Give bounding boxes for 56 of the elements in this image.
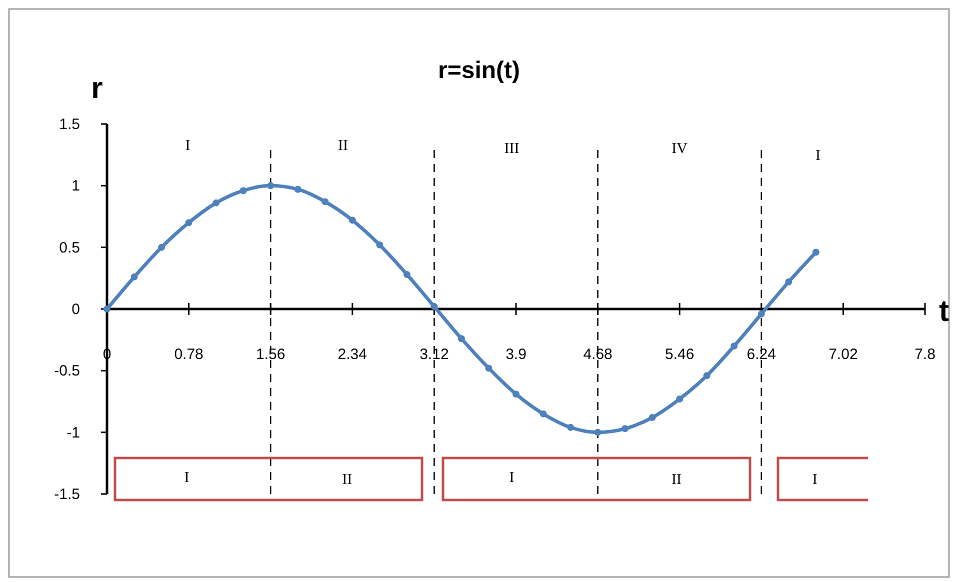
x-tick-label: 7.02: [828, 346, 858, 363]
y-tick-label: -1.5: [54, 486, 80, 503]
x-tick-label: 5.46: [665, 346, 694, 363]
point: [348, 216, 356, 224]
point: [676, 396, 684, 403]
y-axis-title: r: [91, 72, 104, 105]
point: [785, 278, 792, 286]
point: [758, 310, 765, 318]
point: [376, 241, 384, 248]
y-tick-label: 1: [72, 178, 80, 195]
point: [540, 410, 547, 418]
x-tick-label: 2.34: [338, 346, 367, 363]
point: [294, 186, 302, 193]
annotation: I: [812, 472, 818, 488]
annotation: II: [342, 472, 352, 488]
annotation: III: [504, 141, 520, 157]
point: [648, 414, 656, 422]
annotation: I: [509, 470, 514, 486]
x-tick-label: 4.68: [583, 346, 612, 363]
annotation: I: [185, 138, 190, 154]
y-tick-label: 0: [72, 301, 80, 318]
point: [730, 342, 738, 350]
y-tick-label: 0.5: [59, 239, 80, 256]
x-tick-label: 7.8: [914, 346, 936, 363]
annotation: I: [184, 470, 190, 486]
y-tick-label: -1: [66, 424, 80, 442]
point: [594, 428, 602, 436]
point: [240, 187, 247, 194]
x-tick-label: 3.12: [420, 346, 449, 363]
point: [267, 182, 274, 190]
x-tick-label: 3.9: [506, 346, 526, 363]
point: [212, 199, 220, 206]
point: [130, 273, 138, 280]
y-tick-label: 1.5: [59, 116, 80, 133]
x-tick-label: 0.78: [174, 346, 204, 363]
point: [185, 219, 192, 226]
point: [703, 372, 710, 380]
point: [104, 306, 110, 312]
point: [158, 244, 166, 251]
point: [403, 270, 410, 278]
point: [430, 303, 438, 310]
point: [512, 390, 520, 398]
point: [458, 335, 465, 342]
annotation: II: [671, 472, 682, 488]
x-axis-title: t: [939, 295, 949, 328]
annotation: IV: [672, 141, 688, 157]
point: [622, 425, 629, 432]
annotation: II: [338, 138, 348, 154]
annotation: I: [816, 148, 821, 164]
point: [567, 424, 574, 431]
point: [322, 198, 329, 206]
x-tick-label: 6.24: [746, 346, 776, 363]
point: [812, 248, 820, 256]
y-tick-label: -0.5: [54, 362, 80, 380]
chart-title: r=sin(t): [438, 57, 520, 84]
point: [485, 364, 492, 372]
